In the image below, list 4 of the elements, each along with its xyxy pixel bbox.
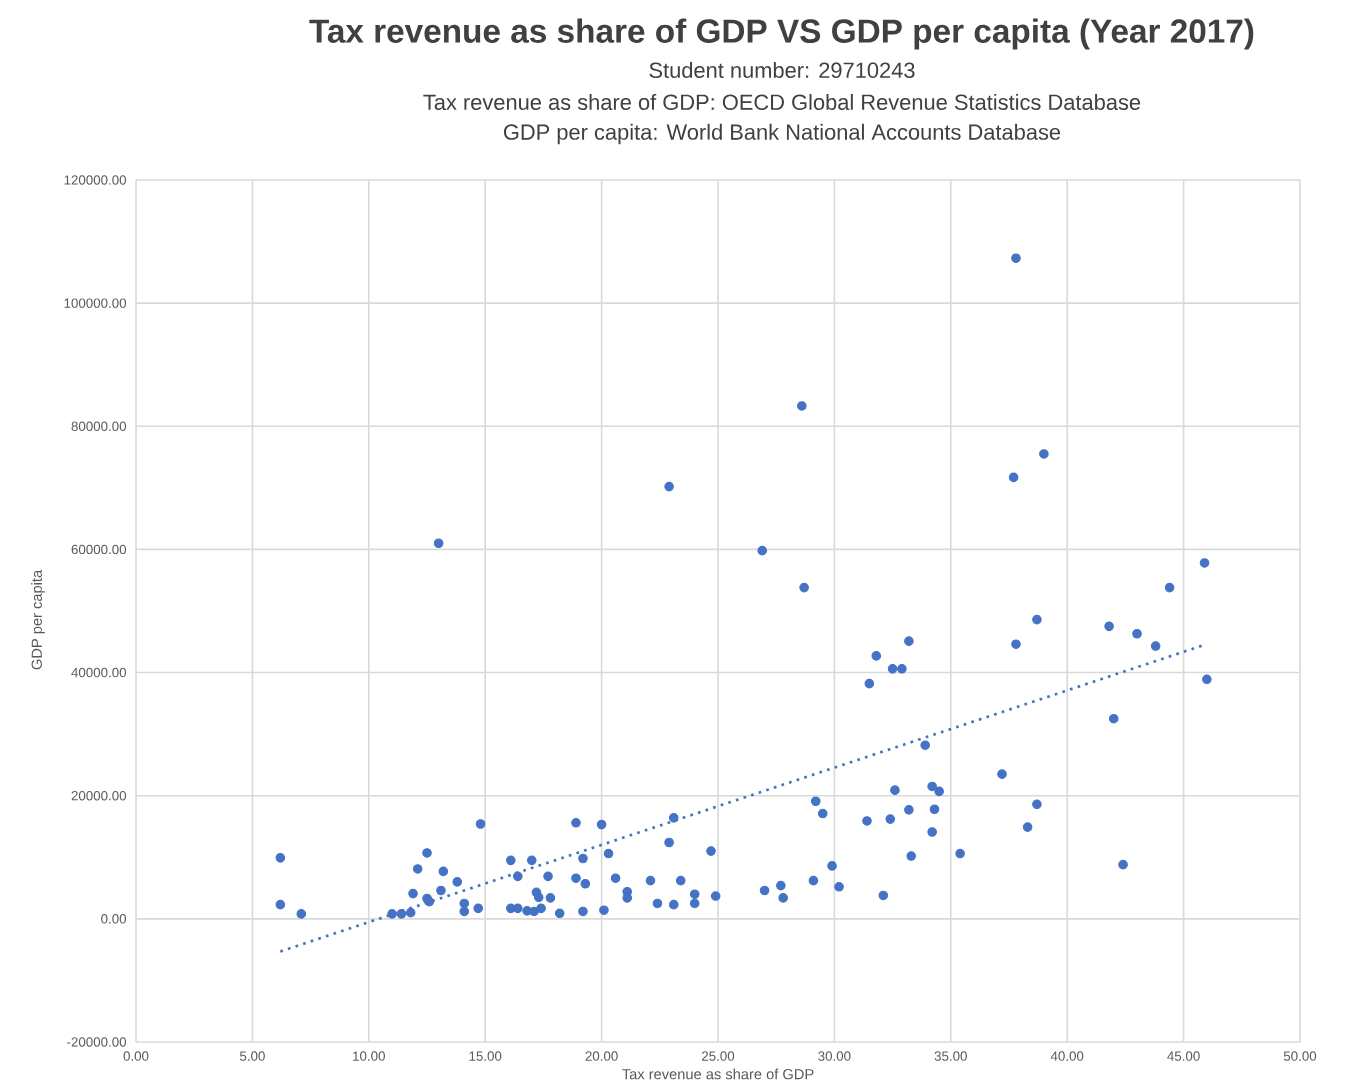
text: GDP per capita: World Bank National Accounts Database xyxy=(503,123,1061,145)
chart-title: Tax revenue as share of GDP VS GDP per capita (Year 2017) xyxy=(309,18,1254,50)
text: Tax revenue as share of GDP: OECD Global Revenue Statistics Database xyxy=(423,93,1141,111)
chart-subtitle: Student number: 29710243 xyxy=(649,61,915,79)
